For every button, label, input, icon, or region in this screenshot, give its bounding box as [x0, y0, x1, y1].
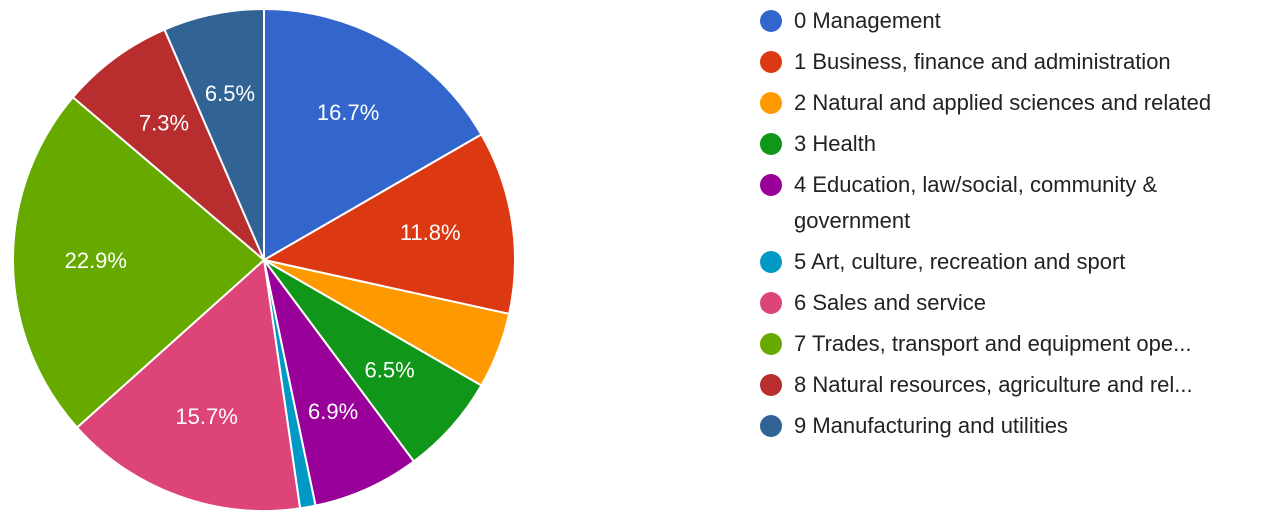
legend-item-1[interactable]: 1 Business, finance and administration — [760, 44, 1275, 80]
pie-slice-7[interactable] — [12, 95, 266, 429]
legend-item-2[interactable]: 2 Natural and applied sciences and relat… — [760, 85, 1275, 121]
legend-item-7[interactable]: 7 Trades, transport and equipment ope... — [760, 326, 1275, 362]
legend-label-7: 7 Trades, transport and equipment ope... — [794, 331, 1192, 356]
pie-slice-6[interactable] — [75, 258, 302, 512]
legend-swatch-1 — [760, 51, 782, 73]
slice-value-label-4: 6.9% — [308, 399, 358, 424]
pie-slice-0[interactable] — [263, 7, 483, 262]
legend-swatch-3 — [760, 133, 782, 155]
legend-swatch-4 — [760, 174, 782, 196]
pie-slice-1[interactable] — [261, 133, 516, 316]
slice-value-label-6: 15.7% — [175, 404, 237, 429]
slice-value-label-0: 16.7% — [317, 100, 379, 125]
pie-chart-plot: 16.7% 11.8% 6.5% 6.9% 15.7% 22.9% 7.3% 6.5% — [12, 7, 516, 512]
legend-label-1: 1 Business, finance and administration — [794, 49, 1171, 74]
pie-slice-8[interactable] — [71, 28, 265, 261]
legend-label-6: 6 Sales and service — [794, 290, 986, 315]
legend-swatch-8 — [760, 374, 782, 396]
slice-value-label-3: 6.5% — [365, 358, 415, 383]
legend-label-9: 9 Manufacturing and utilities — [794, 413, 1068, 438]
chart-legend: 0 Management 1 Business, finance and admi… — [760, 3, 1275, 449]
legend-item-9[interactable]: 9 Manufacturing and utilities — [760, 408, 1275, 444]
legend-label-4: 4 Education, law/social, community & gov… — [794, 172, 1158, 233]
legend-label-8: 8 Natural resources, agriculture and rel… — [794, 372, 1193, 397]
slice-value-label-9: 6.5% — [205, 81, 255, 106]
slice-value-label-7: 22.9% — [65, 248, 127, 273]
legend-swatch-0 — [760, 10, 782, 32]
legend-label-3: 3 Health — [794, 131, 876, 156]
legend-item-5[interactable]: 5 Art, culture, recreation and sport — [760, 244, 1275, 280]
legend-item-6[interactable]: 6 Sales and service — [760, 285, 1275, 321]
legend-swatch-6 — [760, 292, 782, 314]
slice-value-label-8: 7.3% — [139, 111, 189, 136]
legend-item-0[interactable]: 0 Management — [760, 3, 1275, 39]
legend-label-0: 0 Management — [794, 8, 941, 33]
legend-label-5: 5 Art, culture, recreation and sport — [794, 249, 1126, 274]
legend-item-8[interactable]: 8 Natural resources, agriculture and rel… — [760, 367, 1275, 403]
legend-swatch-7 — [760, 333, 782, 355]
pie-slice-9[interactable] — [163, 7, 265, 261]
legend-swatch-9 — [760, 415, 782, 437]
pie-slice-4[interactable] — [263, 259, 416, 507]
legend-label-2: 2 Natural and applied sciences and relat… — [794, 90, 1212, 115]
legend-swatch-2 — [760, 92, 782, 114]
legend-swatch-5 — [760, 251, 782, 273]
legend-item-4[interactable]: 4 Education, law/social, community & gov… — [760, 167, 1275, 239]
slice-value-label-1: 11.8% — [400, 220, 461, 245]
legend-item-3[interactable]: 3 Health — [760, 126, 1275, 162]
